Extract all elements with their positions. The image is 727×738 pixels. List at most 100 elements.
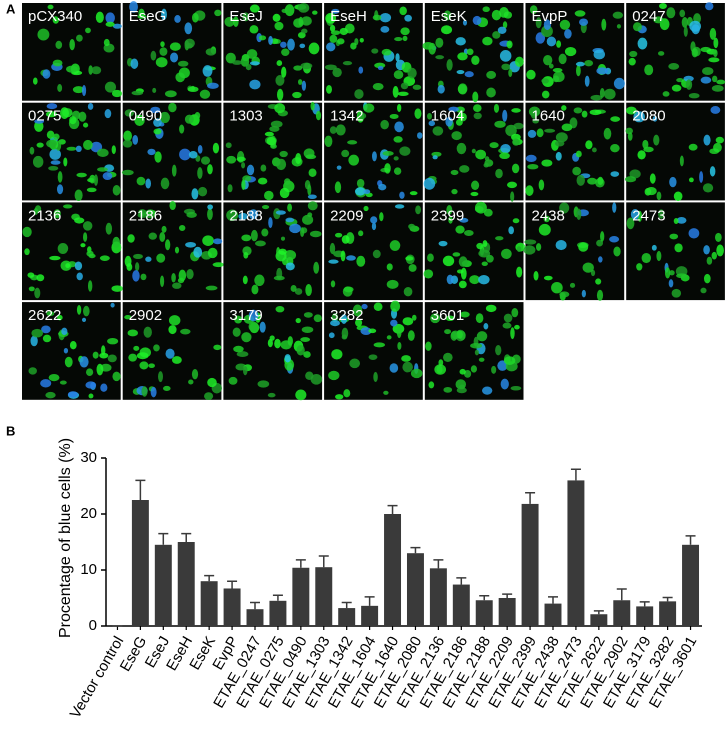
cell bbox=[427, 112, 432, 120]
cell bbox=[462, 19, 468, 26]
error-bar bbox=[181, 532, 192, 542]
cell bbox=[281, 66, 287, 78]
cell bbox=[279, 187, 290, 199]
error-bar bbox=[548, 596, 558, 604]
cell bbox=[275, 210, 286, 215]
cell bbox=[238, 212, 248, 220]
cell bbox=[434, 364, 447, 375]
cell bbox=[61, 327, 68, 336]
cell bbox=[87, 102, 94, 110]
cell bbox=[287, 38, 295, 51]
cell bbox=[510, 327, 515, 340]
cell bbox=[510, 386, 522, 391]
cell bbox=[442, 255, 455, 267]
cell bbox=[34, 119, 45, 124]
cell bbox=[95, 11, 104, 23]
cell bbox=[705, 2, 714, 11]
bar bbox=[452, 584, 470, 626]
cell bbox=[197, 167, 203, 179]
cell bbox=[386, 279, 399, 289]
cell bbox=[78, 111, 87, 122]
cell bbox=[699, 171, 704, 183]
cell bbox=[154, 151, 162, 163]
cell bbox=[637, 150, 646, 160]
cell bbox=[383, 390, 389, 395]
cell bbox=[393, 156, 399, 161]
cell bbox=[370, 216, 378, 224]
cell bbox=[240, 56, 250, 67]
cell bbox=[658, 3, 667, 10]
cell bbox=[186, 211, 197, 218]
bar bbox=[498, 598, 516, 626]
cell bbox=[713, 49, 718, 57]
cell bbox=[512, 138, 520, 146]
cell bbox=[653, 134, 660, 146]
cell bbox=[341, 235, 350, 244]
cell bbox=[679, 155, 684, 167]
cell bbox=[309, 230, 322, 238]
cell bbox=[152, 87, 157, 93]
cell bbox=[340, 314, 348, 324]
cell bbox=[105, 12, 115, 24]
cell bbox=[32, 155, 44, 168]
cell bbox=[380, 119, 389, 130]
cell bbox=[354, 187, 366, 196]
cell bbox=[331, 313, 339, 323]
cell bbox=[400, 82, 409, 90]
cell bbox=[397, 104, 402, 112]
cell bbox=[671, 84, 682, 92]
cell bbox=[326, 42, 336, 52]
cell bbox=[50, 160, 61, 165]
cell bbox=[234, 315, 243, 324]
cell bbox=[276, 247, 281, 257]
cell bbox=[357, 112, 367, 120]
bar bbox=[613, 600, 631, 626]
cell bbox=[411, 314, 417, 321]
cell bbox=[399, 191, 405, 199]
cell bbox=[284, 178, 291, 185]
cell bbox=[153, 128, 162, 135]
cell bbox=[476, 242, 484, 250]
cell bbox=[428, 120, 436, 127]
cell bbox=[294, 288, 303, 295]
cell bbox=[427, 253, 434, 262]
error-bar bbox=[387, 504, 398, 514]
cell bbox=[36, 142, 44, 148]
cell bbox=[423, 269, 434, 279]
cell bbox=[575, 61, 585, 67]
error-bar bbox=[341, 601, 352, 609]
cell bbox=[336, 165, 342, 170]
cell bbox=[259, 321, 266, 333]
tile-label: EseJ bbox=[229, 8, 262, 25]
cell bbox=[67, 391, 78, 398]
cell bbox=[127, 234, 135, 243]
cell bbox=[501, 63, 511, 71]
cell bbox=[65, 263, 71, 269]
error-bar bbox=[685, 535, 696, 545]
error-bar bbox=[593, 610, 604, 615]
cell bbox=[36, 274, 45, 282]
cell bbox=[394, 121, 404, 133]
cell bbox=[62, 204, 73, 209]
cell bbox=[645, 186, 657, 196]
cell bbox=[143, 326, 152, 338]
cell bbox=[459, 384, 466, 390]
cell bbox=[85, 27, 91, 34]
cell bbox=[343, 286, 354, 293]
cell bbox=[630, 209, 640, 220]
cell bbox=[484, 156, 490, 162]
cell bbox=[48, 165, 59, 171]
tile-label: 2438 bbox=[532, 207, 565, 224]
cell bbox=[112, 371, 121, 382]
cell bbox=[386, 335, 392, 340]
bar bbox=[246, 609, 264, 626]
cell bbox=[249, 61, 260, 66]
cell bbox=[641, 252, 652, 264]
cell bbox=[324, 135, 333, 147]
cell bbox=[432, 126, 444, 136]
cell bbox=[301, 80, 307, 91]
y-tick-label: 0 bbox=[89, 617, 97, 634]
cell bbox=[409, 191, 418, 196]
cell bbox=[538, 179, 545, 191]
cell bbox=[85, 381, 97, 389]
